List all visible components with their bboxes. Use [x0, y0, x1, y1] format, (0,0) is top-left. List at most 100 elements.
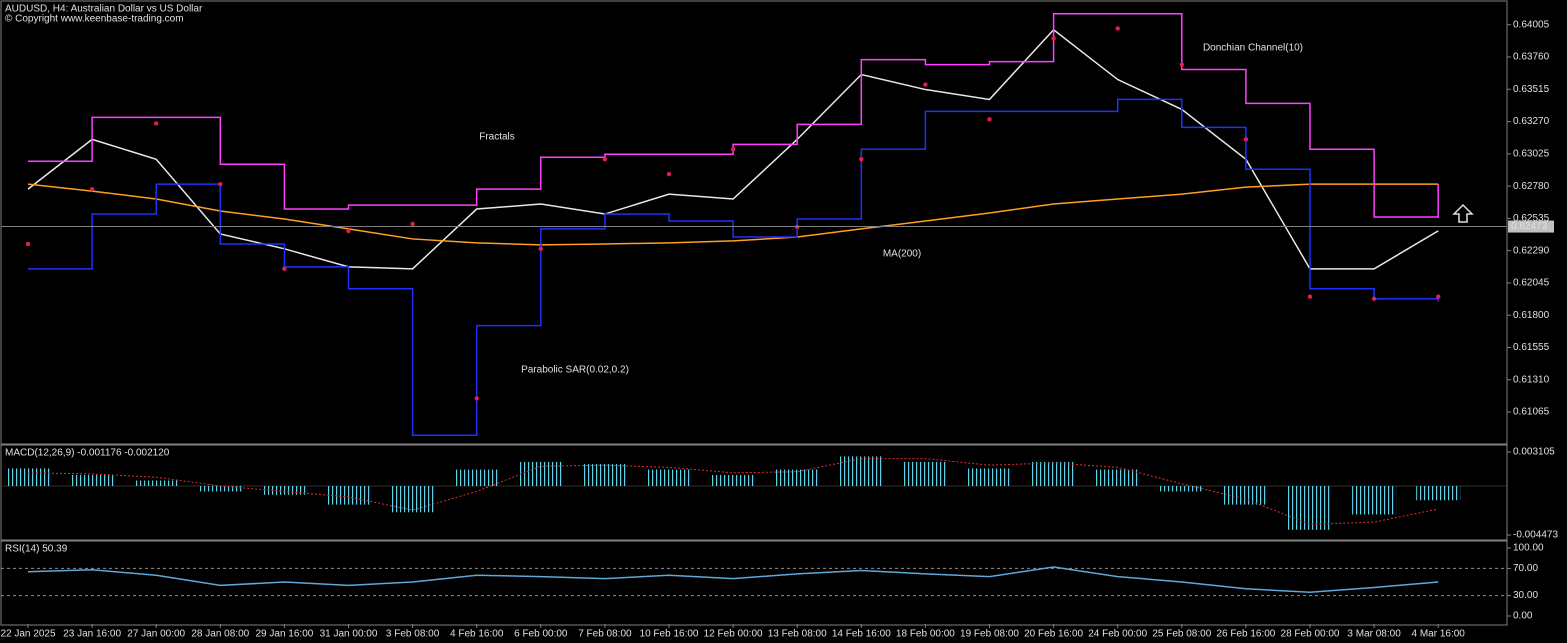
- sar-dot: [666, 171, 672, 177]
- histogram-bar: [1416, 485, 1461, 501]
- series-line: [27, 458, 1439, 525]
- x-tick-label: 22 Jan 2025: [0, 629, 55, 640]
- x-tick-label: 3 Mar 08:00: [1347, 629, 1401, 640]
- y-tick-label: -0.004473: [1513, 530, 1558, 541]
- sar-dot: [25, 241, 31, 247]
- x-tick-label: 18 Feb 00:00: [896, 629, 955, 640]
- x-tick-label: 4 Feb 16:00: [450, 629, 504, 640]
- x-tick-label: 29 Jan 16:00: [255, 629, 313, 640]
- x-tick-label: 25 Feb 08:00: [1152, 629, 1211, 640]
- y-tick-label: 0.63760: [1513, 52, 1550, 63]
- y-tick-label: 0.61310: [1513, 374, 1550, 385]
- y-tick-label: 0.64005: [1513, 19, 1550, 30]
- sar-dot: [474, 396, 479, 401]
- x-tick-label: 28 Jan 08:00: [191, 629, 249, 640]
- x-tick-label: 26 Feb 16:00: [1216, 629, 1275, 640]
- y-tick-label: 0.62045: [1513, 278, 1550, 289]
- histogram-bar: [198, 485, 243, 492]
- y-tick-label: 0.61065: [1513, 407, 1550, 418]
- histogram-bar: [582, 464, 627, 486]
- annotation: Fractals: [479, 132, 515, 143]
- sar-dot: [282, 266, 287, 272]
- x-tick-label: 3 Feb 08:00: [386, 629, 440, 640]
- series-line: [27, 183, 1439, 246]
- histogram-bar: [775, 469, 820, 486]
- histogram-bar: [1159, 485, 1204, 492]
- sar-dot: [538, 246, 543, 252]
- histogram-bar: [326, 485, 371, 505]
- histogram-bar: [711, 475, 756, 486]
- x-tick-label: 13 Feb 08:00: [768, 629, 827, 640]
- x-tick-label: 31 Jan 00:00: [320, 629, 378, 640]
- sar-dot: [154, 121, 159, 126]
- sar-dot: [1243, 137, 1249, 142]
- last-price-label: 0.62473: [1511, 221, 1548, 232]
- sar-dot: [346, 228, 351, 234]
- panel-title: RSI(14) 50.39: [5, 544, 68, 555]
- histogram-bar: [1095, 469, 1140, 486]
- sar-dot: [1307, 294, 1313, 299]
- x-tick-label: 28 Feb 00:00: [1281, 629, 1340, 640]
- histogram-bar: [1031, 461, 1076, 486]
- panel-title: MACD(12,26,9) -0.001176 -0.002120: [5, 448, 170, 459]
- x-tick-label: 20 Feb 16:00: [1024, 629, 1083, 640]
- y-tick-label: 30.00: [1513, 590, 1538, 601]
- annotation: Parabolic SAR(0.02,0.2): [521, 365, 629, 376]
- sar-dot: [410, 221, 415, 227]
- histogram-bar: [6, 468, 50, 486]
- histogram-bar: [839, 456, 884, 486]
- x-tick-label: 7 Feb 08:00: [578, 629, 632, 640]
- y-tick-label: 0.63515: [1513, 84, 1550, 95]
- histogram-bar: [967, 468, 1012, 486]
- y-tick-label: 0.61555: [1513, 342, 1550, 353]
- x-tick-label: 6 Feb 00:00: [514, 629, 568, 640]
- y-tick-label: 0.63025: [1513, 148, 1550, 159]
- donchian-line: [28, 13, 1439, 218]
- annotation: MA(200): [883, 249, 921, 260]
- sar-dot: [987, 117, 992, 122]
- donchian-line: [28, 98, 1439, 436]
- sar-dot: [89, 186, 95, 192]
- panel-title: AUDUSD, H4: Australian Dollar vs US Doll…: [5, 4, 203, 15]
- histogram-bar: [647, 469, 691, 486]
- x-tick-label: 19 Feb 08:00: [960, 629, 1019, 640]
- y-tick-label: 0.63270: [1513, 116, 1550, 127]
- histogram-bar: [390, 485, 435, 513]
- x-tick-label: 12 Feb 00:00: [704, 629, 763, 640]
- x-tick-label: 4 Mar 16:00: [1412, 629, 1466, 640]
- y-tick-label: 100.00: [1513, 543, 1544, 554]
- histogram-bar: [262, 485, 307, 495]
- y-tick-label: 0.00: [1513, 611, 1533, 622]
- sar-dot: [730, 147, 736, 152]
- panel-frame: [0, 444, 1508, 541]
- series-line: [27, 566, 1439, 593]
- sar-dot: [859, 157, 864, 162]
- y-tick-label: 0.62535: [1513, 213, 1550, 224]
- x-tick-label: 24 Feb 00:00: [1088, 629, 1147, 640]
- annotation: Donchian Channel(10): [1203, 43, 1303, 54]
- y-tick-label: 0.62780: [1513, 181, 1550, 192]
- x-tick-label: 14 Feb 16:00: [832, 629, 891, 640]
- panel-subtitle: © Copyright www.keenbase-trading.com: [5, 14, 184, 25]
- sar-dot: [1051, 36, 1056, 41]
- buy-arrow-icon: [1452, 203, 1474, 223]
- sar-dot: [1371, 296, 1377, 301]
- panel-frame: [0, 540, 1508, 626]
- sar-dot: [1179, 62, 1185, 67]
- sar-dot: [923, 82, 928, 87]
- sar-dot: [218, 181, 223, 187]
- histogram-bar: [70, 475, 115, 486]
- sar-dot: [1436, 294, 1441, 299]
- y-tick-label: 0.003105: [1513, 447, 1555, 458]
- x-tick-label: 10 Feb 16:00: [640, 629, 699, 640]
- histogram-bar: [1352, 485, 1397, 515]
- histogram-bar: [134, 480, 179, 486]
- sar-dot: [1115, 26, 1120, 31]
- y-tick-label: 0.62290: [1513, 245, 1550, 256]
- x-tick-label: 23 Jan 16:00: [63, 629, 121, 640]
- histogram-bar: [903, 461, 948, 486]
- histogram-bar: [1288, 485, 1332, 530]
- sar-dot: [602, 157, 608, 162]
